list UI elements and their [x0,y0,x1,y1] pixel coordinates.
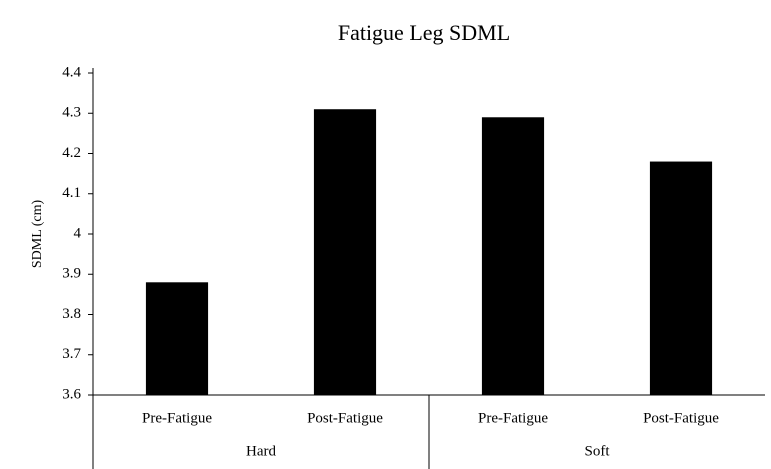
y-tick-label: 3.6 [62,386,81,402]
bar [649,161,713,395]
x-tick-label: Pre-Fatigue [142,410,212,426]
y-tick-label: 4.2 [62,145,81,161]
chart-title: Fatigue Leg SDML [338,20,510,45]
group-label: Soft [584,443,610,459]
y-tick-label: 4.3 [62,105,81,121]
group-label: Hard [246,443,276,459]
bar [481,117,545,396]
y-tick-label: 3.7 [62,346,81,362]
bar [313,109,377,395]
y-axis-label: SDML (cm) [30,200,45,269]
y-tick-label: 4 [74,225,82,241]
x-tick-label: Pre-Fatigue [478,410,548,426]
y-tick-label: 3.9 [62,266,81,282]
x-tick-label: Post-Fatigue [307,410,383,426]
y-tick-label: 3.8 [62,306,81,322]
bar [145,282,209,395]
y-tick-label: 4.4 [62,64,81,80]
y-tick-label: 4.1 [62,185,81,201]
x-tick-label: Post-Fatigue [643,410,719,426]
